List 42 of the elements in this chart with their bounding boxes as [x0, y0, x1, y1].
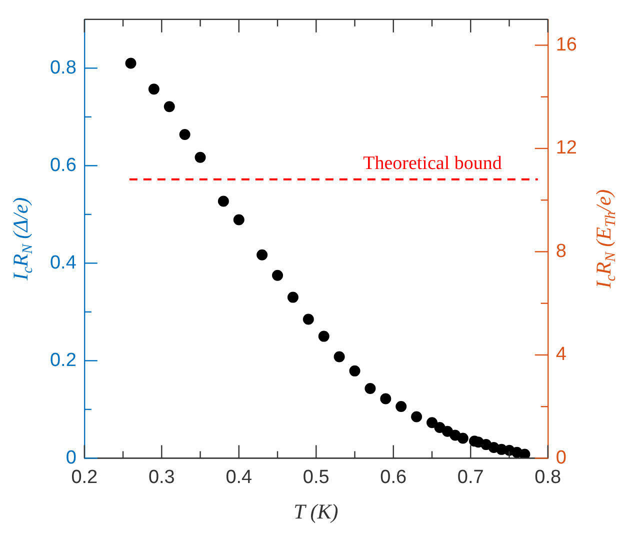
point: [148, 84, 160, 95]
x-tick-label: 0.4: [226, 466, 253, 488]
y2-tick-label: 8: [556, 240, 566, 262]
point: [218, 196, 229, 207]
point: [256, 249, 268, 260]
x-tick-label: 0.2: [71, 466, 98, 488]
point: [457, 432, 468, 444]
point: [194, 152, 206, 163]
x-tick-label: 0.3: [148, 466, 175, 488]
y2-tick-label: 0: [556, 447, 566, 468]
point: [411, 411, 422, 422]
y2-axis-title: IcRN (ETh/e): [592, 189, 620, 290]
point: [364, 382, 376, 394]
point: [179, 128, 190, 140]
point: [233, 214, 244, 226]
y-tick-label: 0.8: [50, 57, 76, 78]
y2-tick-label: 4: [556, 344, 567, 366]
x-tick-label: 0.6: [380, 466, 407, 488]
x-tick-label: 0.8: [534, 466, 562, 488]
point: [287, 292, 298, 303]
point: [426, 417, 438, 428]
x-tick-label: 0.5: [302, 466, 330, 488]
y-tick-label: 0.4: [50, 252, 77, 274]
x-tick-label: 0.7: [457, 466, 484, 488]
point: [519, 448, 530, 458]
point: [318, 330, 330, 342]
y2-tick-label: 12: [556, 138, 578, 159]
point: [125, 58, 136, 69]
point: [396, 401, 407, 412]
y-tick-label: 0.6: [50, 154, 76, 176]
x-axis-title: T (K): [294, 500, 338, 524]
y-axis-title: IcRN (Δ/e): [8, 197, 36, 282]
ref-line-label: Theoretical bound: [363, 152, 502, 174]
point: [272, 270, 284, 281]
point: [164, 101, 175, 112]
point: [380, 393, 392, 404]
y-tick-label: 0: [66, 447, 76, 468]
y-tick-label: 0.2: [50, 350, 76, 371]
point: [334, 351, 345, 362]
y2-tick-label: 16: [556, 34, 578, 56]
point: [302, 314, 314, 325]
point: [349, 365, 360, 376]
